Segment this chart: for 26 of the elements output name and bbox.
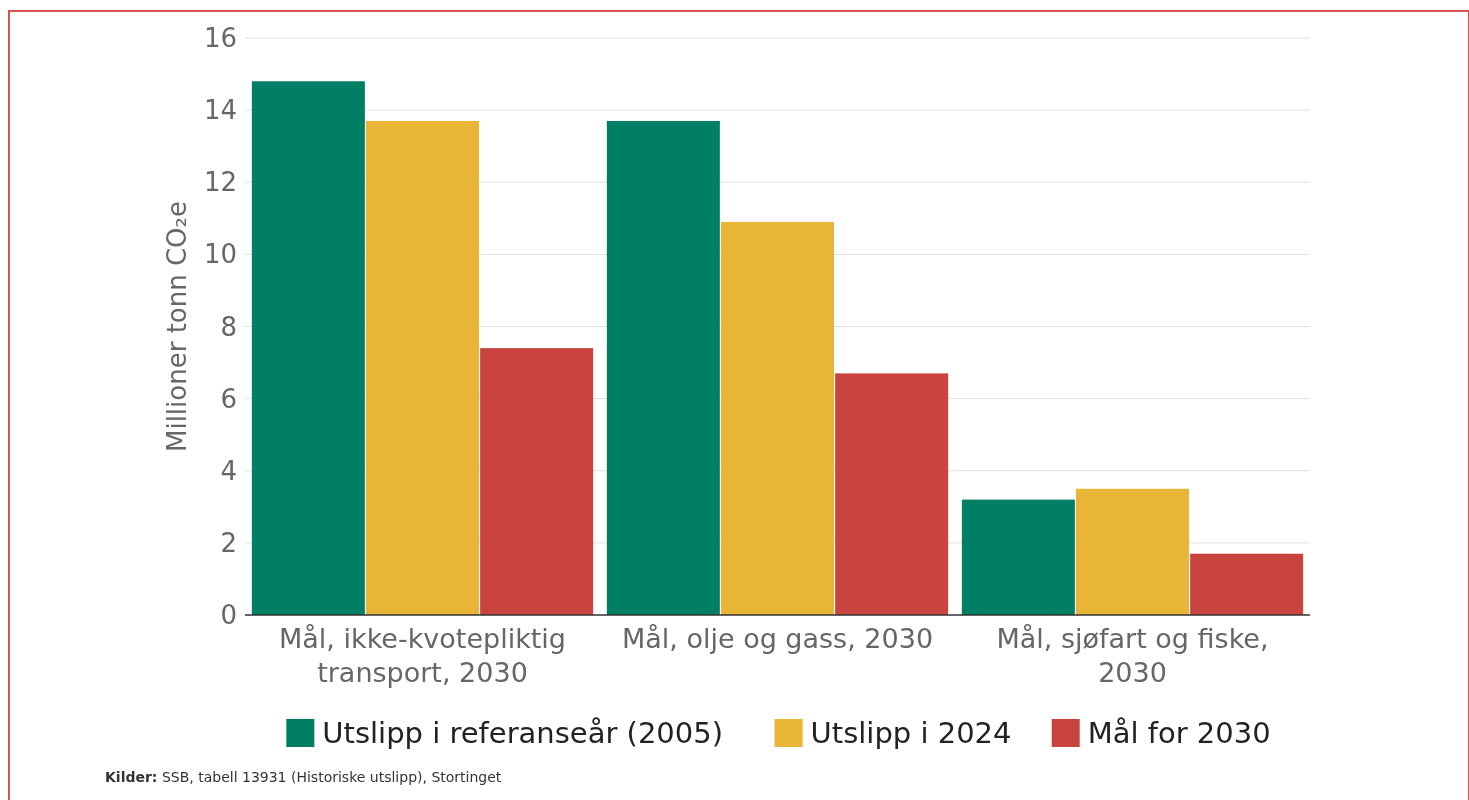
bar	[251, 81, 365, 615]
y-axis-title: Millioner tonn CO₂e	[162, 200, 192, 453]
bar	[606, 120, 720, 615]
x-tick-label: Mål, olje og gass, 2030	[621, 623, 934, 654]
bar	[835, 373, 949, 615]
x-tick-label: Mål, sjøfart og fiske, 2030	[996, 623, 1269, 688]
bar	[721, 221, 834, 615]
y-tick-label: 0	[220, 600, 237, 631]
y-tick-label: 8	[220, 311, 237, 342]
y-tick-label: 2	[220, 527, 237, 558]
y-tick-label: 16	[203, 23, 237, 54]
bar	[1190, 553, 1304, 615]
legend-label: Utslipp i referanseår (2005)	[322, 716, 724, 751]
text: Kilder: SSB, tabell 13931 (Historiske utslipp), Stortinget	[105, 769, 502, 785]
bar	[961, 499, 1075, 615]
y-tick-label: 14	[203, 95, 237, 126]
y-tick-label: 10	[203, 239, 237, 270]
bar	[366, 120, 479, 615]
x-tick-label: Mål, ikke-kvotepliktig transport, 2030	[278, 623, 567, 688]
legend-label: Utslipp i 2024	[810, 716, 1012, 751]
bar	[480, 348, 594, 615]
y-tick-label: 4	[220, 455, 237, 486]
y-tick-label: 12	[203, 167, 237, 198]
legend-label: Mål for 2030	[1087, 716, 1271, 751]
bar	[1076, 488, 1190, 615]
y-tick-label: 6	[220, 383, 237, 414]
